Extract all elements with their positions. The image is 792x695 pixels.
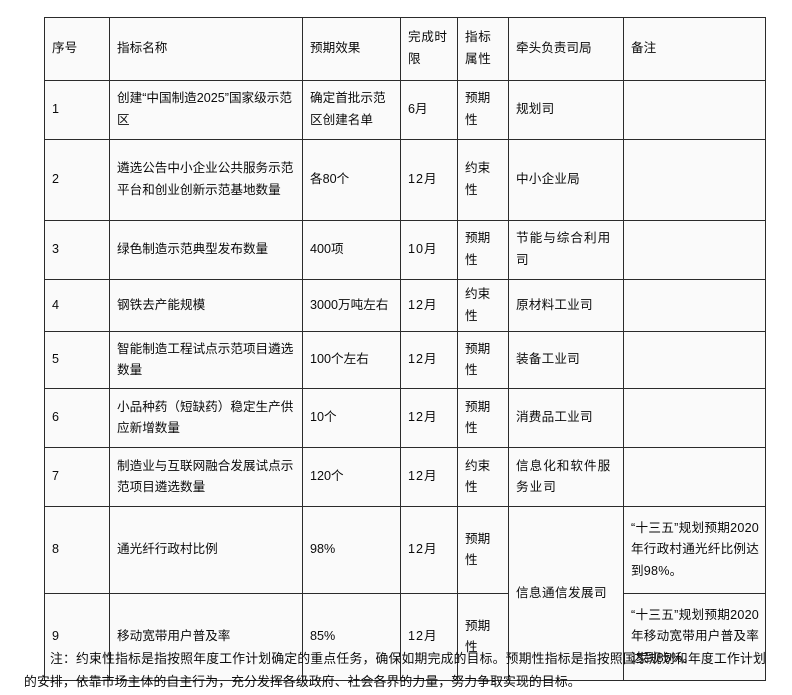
cell-effect-5: 100个左右 — [302, 331, 401, 390]
cell-no-4: 4 — [44, 278, 110, 333]
cell-name-7: 制造业与互联网融合发展试点示范项目遴选数量 — [109, 447, 303, 508]
cell-attribute-5: 预期性 — [457, 331, 509, 390]
table-row: 3 绿色制造示范典型发布数量 400项 10月 预期性 节能与综合利用司 — [44, 220, 766, 280]
cell-effect-8: 98% — [302, 506, 401, 595]
table-row: 6 小品种药（短缺药）稳定生产供应新增数量 10个 12月 预期性 消费品工业司 — [44, 388, 766, 449]
cell-no-8: 8 — [44, 506, 110, 595]
table-row: 7 制造业与互联网融合发展试点示范项目遴选数量 120个 12月 约束性 信息化… — [44, 447, 766, 508]
cell-name-3: 绿色制造示范典型发布数量 — [109, 220, 303, 280]
cell-attribute-8: 预期性 — [457, 506, 509, 595]
cell-deadline-7: 12月 — [400, 447, 458, 508]
table-row: 2 遴选公告中小企业公共服务示范平台和创业创新示范基地数量 各80个 12月 约… — [44, 139, 766, 221]
table-row: 9 移动宽带用户普及率 85% 12月 预期性 “十三五”规划预期2020年移动… — [44, 593, 766, 682]
cell-no-6: 6 — [44, 388, 110, 449]
cell-remark-2 — [623, 139, 766, 221]
cell-department-1: 规划司 — [508, 80, 624, 140]
cell-remark-6 — [623, 388, 766, 449]
cell-department-6: 消费品工业司 — [508, 388, 624, 449]
column-header-no: 序号 — [44, 17, 110, 81]
cell-department-8-9: 信息通信发展司 — [508, 506, 624, 682]
cell-no-1: 1 — [44, 80, 110, 140]
table-row: 4 钢铁去产能规模 3000万吨左右 12月 约束性 原材料工业司 — [44, 278, 766, 333]
kpi-table-container: 序号 指标名称 预期效果 完成时限 指标属性 牵头负责司局 备注 1 创建“中国… — [44, 17, 766, 682]
cell-department-5: 装备工业司 — [508, 331, 624, 390]
cell-deadline-3: 10月 — [400, 220, 458, 280]
table-row: 5 智能制造工程试点示范项目遴选数量 100个左右 12月 预期性 装备工业司 — [44, 331, 766, 390]
cell-no-3: 3 — [44, 220, 110, 280]
cell-remark-3 — [623, 220, 766, 280]
column-header-attribute: 指标属性 — [457, 17, 509, 81]
cell-no-2: 2 — [44, 139, 110, 221]
cell-attribute-9: 预期性 — [457, 593, 509, 682]
cell-effect-6: 10个 — [302, 388, 401, 449]
cell-remark-8: “十三五”规划预期2020年行政村通光纤比例达到98%。 — [623, 506, 766, 595]
cell-name-4: 钢铁去产能规模 — [109, 278, 303, 333]
cell-name-8: 通光纤行政村比例 — [109, 506, 303, 595]
cell-no-5: 5 — [44, 331, 110, 390]
cell-remark-9: “十三五”规划预期2020年移动宽带用户普及率达到85%。 — [623, 593, 766, 682]
cell-effect-7: 120个 — [302, 447, 401, 508]
table-row: 1 创建“中国制造2025”国家级示范区 确定首批示范区创建名单 6月 预期性 … — [44, 80, 766, 140]
cell-remark-7 — [623, 447, 766, 508]
table-row: 8 通光纤行政村比例 98% 12月 预期性 信息通信发展司 “十三五”规划预期… — [44, 506, 766, 682]
cell-department-7: 信息化和软件服务业司 — [508, 447, 624, 508]
cell-attribute-7: 约束性 — [457, 447, 509, 508]
cell-attribute-1: 预期性 — [457, 80, 509, 140]
cell-attribute-4: 约束性 — [457, 278, 509, 333]
table-footnote: 注：约束性指标是指按照年度工作计划确定的重点任务，确保如期完成的目标。预期性指标… — [24, 651, 766, 689]
cell-effect-4: 3000万吨左右 — [302, 278, 401, 333]
kpi-table: 序号 指标名称 预期效果 完成时限 指标属性 牵头负责司局 备注 1 创建“中国… — [44, 17, 766, 682]
cell-name-2: 遴选公告中小企业公共服务示范平台和创业创新示范基地数量 — [109, 139, 303, 221]
cell-department-2: 中小企业局 — [508, 139, 624, 221]
cell-effect-1: 确定首批示范区创建名单 — [302, 80, 401, 140]
cell-remark-5 — [623, 331, 766, 390]
cell-deadline-5: 12月 — [400, 331, 458, 390]
column-header-deadline: 完成时限 — [400, 17, 458, 81]
column-header-remark: 备注 — [623, 17, 766, 81]
table-header-row: 序号 指标名称 预期效果 完成时限 指标属性 牵头负责司局 备注 — [44, 17, 766, 81]
column-header-department: 牵头负责司局 — [508, 17, 624, 81]
cell-remark-1 — [623, 80, 766, 140]
column-header-effect: 预期效果 — [302, 17, 401, 81]
cell-effect-2: 各80个 — [302, 139, 401, 221]
cell-effect-9: 85% — [302, 593, 401, 682]
cell-deadline-1: 6月 — [400, 80, 458, 140]
cell-attribute-2: 约束性 — [457, 139, 509, 221]
cell-deadline-2: 12月 — [400, 139, 458, 221]
cell-department-4: 原材料工业司 — [508, 278, 624, 333]
cell-name-6: 小品种药（短缺药）稳定生产供应新增数量 — [109, 388, 303, 449]
cell-deadline-6: 12月 — [400, 388, 458, 449]
cell-no-7: 7 — [44, 447, 110, 508]
cell-attribute-3: 预期性 — [457, 220, 509, 280]
cell-effect-3: 400项 — [302, 220, 401, 280]
cell-deadline-4: 12月 — [400, 278, 458, 333]
cell-name-9: 移动宽带用户普及率 — [109, 593, 303, 682]
cell-deadline-9: 12月 — [400, 593, 458, 682]
cell-name-1: 创建“中国制造2025”国家级示范区 — [109, 80, 303, 140]
cell-department-3: 节能与综合利用司 — [508, 220, 624, 280]
column-header-name: 指标名称 — [109, 17, 303, 81]
cell-attribute-6: 预期性 — [457, 388, 509, 449]
cell-deadline-8: 12月 — [400, 506, 458, 595]
cell-name-5: 智能制造工程试点示范项目遴选数量 — [109, 331, 303, 390]
cell-remark-4 — [623, 278, 766, 333]
